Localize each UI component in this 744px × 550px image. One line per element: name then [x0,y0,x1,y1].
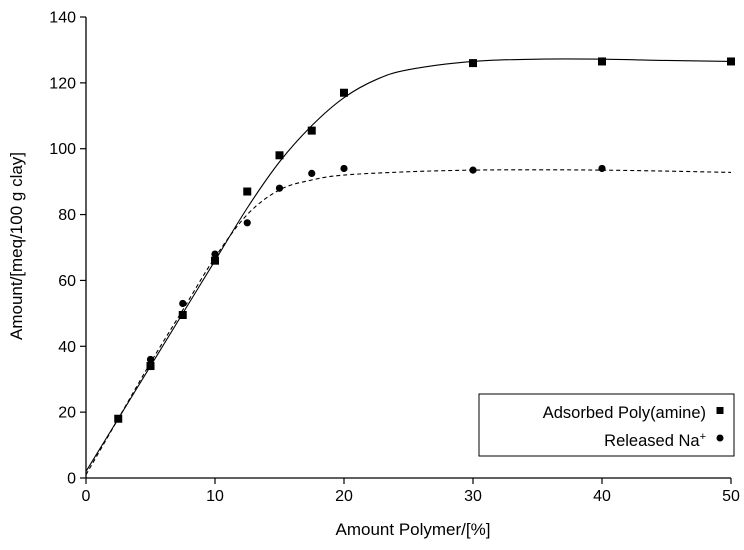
released-point [340,164,348,173]
x-tick-label: 10 [206,488,224,505]
legend-label-adsorbed: Adsorbed Poly(amine) [543,404,706,422]
fit-lines [85,58,732,475]
released-point [308,169,316,178]
legend-marker-square [716,407,724,414]
adsorbed-point [727,57,735,66]
markers [114,57,735,423]
adsorbed-point [178,311,187,320]
y-tick-label: 100 [49,141,76,158]
released-point [114,415,122,423]
y-tick-label: 40 [58,339,76,356]
released-point [211,250,219,258]
x-tick-label: 40 [593,488,611,505]
x-tick-label: 30 [464,488,482,505]
x-tick-label: 0 [82,488,91,505]
legend-marker-circle [716,434,724,442]
adsorbed-point [340,88,348,97]
x-tick-label: 50 [722,488,740,505]
x-axis-title: Amount Polymer/[%] [336,520,491,539]
y-tick-label: 60 [58,273,76,290]
legend-label-released-sup: + [700,431,706,443]
released-point [146,355,155,364]
y-tick-label: 120 [49,75,76,92]
adsorbed-fit-line [85,58,732,472]
legend-box [478,393,735,457]
adsorbed-point [598,57,606,66]
released-point [275,184,284,192]
released-point [469,166,477,174]
adsorbed-point [469,59,477,68]
legend: Adsorbed Poly(amine) Released Na+ [478,393,735,457]
released-point [598,164,606,173]
legend-label-released: Released Na+ [604,431,706,450]
y-tick-label: 20 [58,405,76,422]
x-tick-label: 20 [335,488,353,505]
released-point [179,299,187,308]
y-tick-label: 80 [58,207,76,224]
released-fit-line [85,169,732,475]
legend-label-released-base: Released Na [604,432,700,450]
adsorbed-point [275,151,284,160]
adsorbed-point [211,256,219,265]
adsorbed-point [146,362,155,371]
y-axis-title: Amount/[meq/100 g clay] [7,152,26,340]
adsorbed-point [243,187,252,196]
released-point [243,219,251,227]
y-tick-label: 0 [67,471,76,488]
y-tick-label: 140 [49,10,76,27]
axes: 0 10 20 30 40 50 0 20 40 60 80 100 120 140 [49,10,740,506]
adsorbed-point [307,126,316,135]
